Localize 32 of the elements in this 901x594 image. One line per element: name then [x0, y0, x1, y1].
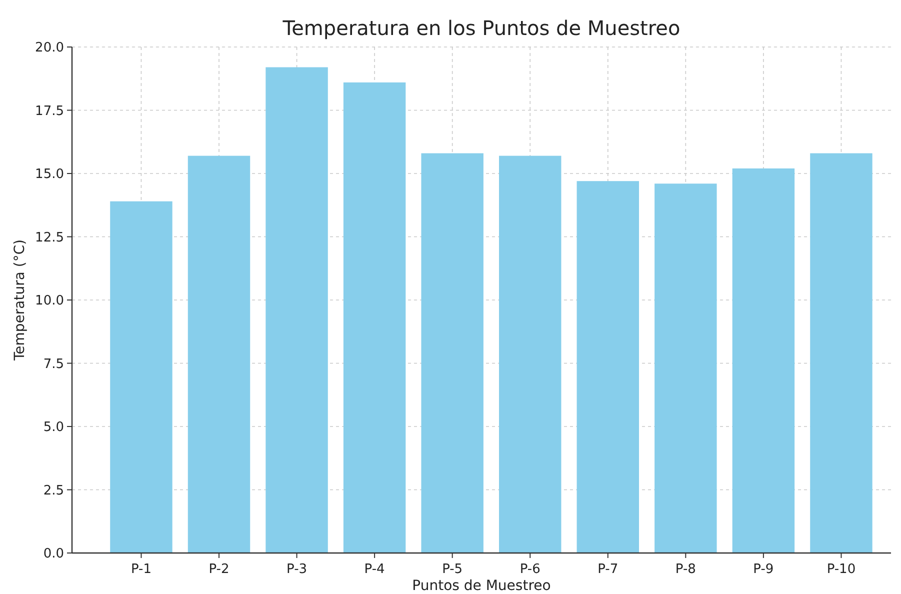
y-tick-label: 5.0: [43, 420, 64, 436]
x-tick-label: P-4: [364, 562, 385, 577]
y-tick-label: 17.5: [35, 104, 64, 119]
x-tick-label: P-3: [286, 562, 308, 577]
x-tick-label: P-8: [675, 562, 696, 577]
bar: [499, 156, 562, 553]
bar: [343, 82, 406, 553]
y-tick-label: 20.0: [35, 40, 64, 56]
bar: [110, 201, 172, 553]
bar: [421, 153, 484, 553]
x-tick-label: P-2: [208, 562, 230, 577]
y-tick-label: 2.5: [43, 483, 64, 498]
x-tick-label: P-10: [826, 562, 856, 577]
chart-title: Temperatura en los Puntos de Muestreo: [282, 16, 680, 40]
y-axis-title: Temperatura (°C): [12, 239, 28, 362]
bar: [266, 67, 328, 553]
bar: [188, 156, 250, 553]
y-tick-label: 10.0: [35, 294, 64, 309]
x-tick-label: P-9: [753, 562, 774, 577]
bar: [654, 184, 717, 553]
y-tick-label: 15.0: [35, 167, 64, 182]
x-tick-label: P-5: [442, 562, 463, 577]
bar: [576, 181, 639, 553]
x-tick-label: P-6: [520, 562, 540, 577]
y-tick-label: 7.5: [43, 356, 64, 372]
y-tick-label: 12.5: [35, 230, 64, 246]
bar: [732, 168, 795, 553]
x-tick-label: P-7: [598, 562, 618, 577]
x-tick-label: P-1: [130, 562, 152, 577]
x-axis-title: Puntos de Muestreo: [412, 578, 551, 594]
y-tick-label: 0.0: [43, 546, 64, 562]
bar: [810, 153, 872, 553]
